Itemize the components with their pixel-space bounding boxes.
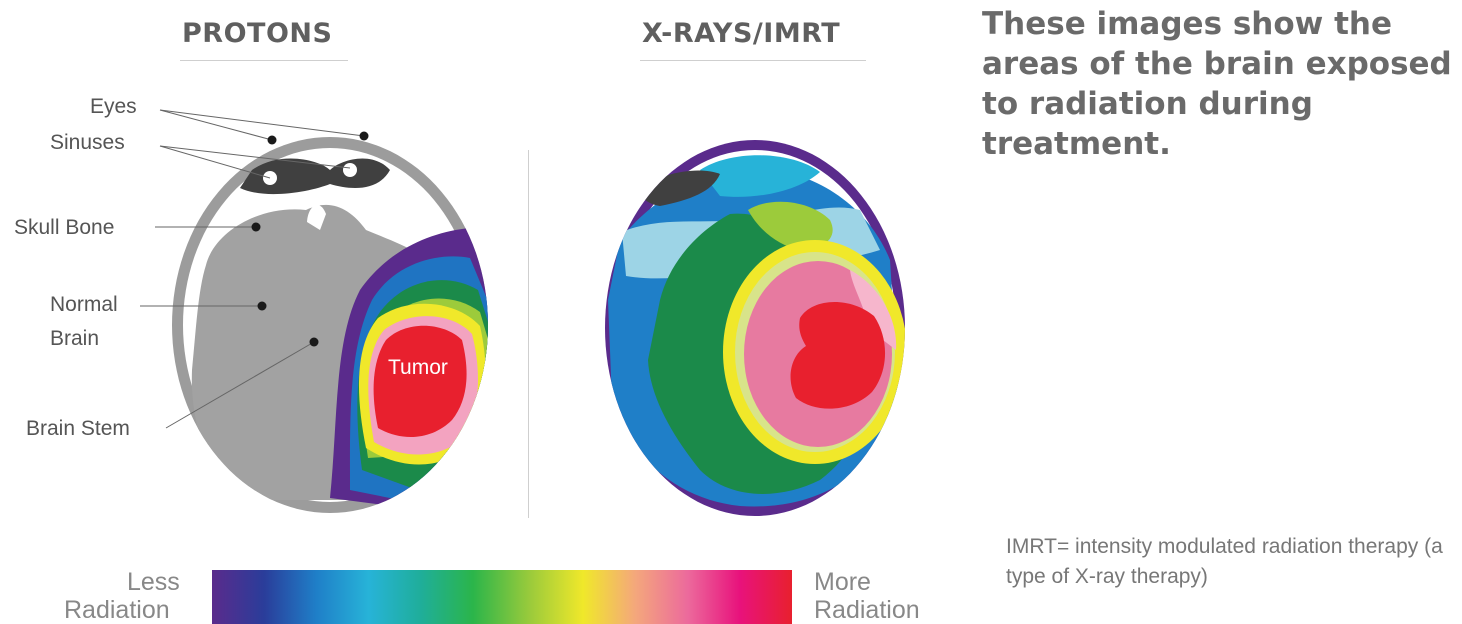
label-sinuses: Sinuses — [50, 131, 125, 154]
protons-header: PROTONS — [182, 18, 333, 49]
tumor-label: Tumor — [388, 356, 448, 379]
leader-lines — [140, 109, 365, 429]
xrays-header: X-RAYS/IMRT — [642, 18, 841, 49]
label-normal-brain-2: Brain — [50, 327, 100, 350]
dot-eye-right — [359, 131, 369, 141]
right-dose-cyan-top — [700, 155, 820, 197]
description-text: These images show the areas of the brain… — [982, 6, 1452, 162]
label-normal-brain-1: Normal — [50, 293, 118, 316]
leader-brain-stem — [165, 341, 315, 429]
center-divider — [528, 150, 529, 518]
label-skull-bone: Skull Bone — [14, 216, 115, 239]
label-eyes: Eyes — [90, 95, 137, 118]
dot-brain-stem — [309, 337, 319, 347]
xray-head-diagram — [605, 140, 905, 516]
scale-more-2: Radiation — [814, 596, 920, 624]
dot-eye-left — [267, 135, 277, 145]
protons-header-rule — [180, 60, 348, 61]
leader-sinuses-1 — [159, 145, 271, 179]
scale-less-1: Less — [127, 568, 180, 596]
leader-sinuses-2 — [159, 145, 351, 169]
imrt-note: IMRT= intensity modulated radiation ther… — [1006, 535, 1443, 588]
scale-less-2: Radiation — [64, 596, 170, 624]
leader-eyes-2 — [159, 109, 365, 137]
right-dose-red — [790, 301, 886, 409]
protons-head-diagram: Tumor — [172, 137, 488, 513]
xrays-header-rule — [640, 60, 866, 61]
radiation-scale-bar — [212, 570, 792, 624]
right-dose-lightgreen — [748, 201, 833, 250]
leader-dots — [251, 131, 369, 347]
left-dose-red — [373, 325, 467, 438]
dot-normal-brain — [257, 301, 267, 311]
right-dose-lightpink — [850, 270, 897, 350]
dot-skull-bone — [251, 222, 261, 232]
scale-more-1: More — [814, 568, 871, 596]
label-brain-stem: Brain Stem — [26, 417, 130, 440]
leader-eyes-1 — [159, 109, 273, 141]
